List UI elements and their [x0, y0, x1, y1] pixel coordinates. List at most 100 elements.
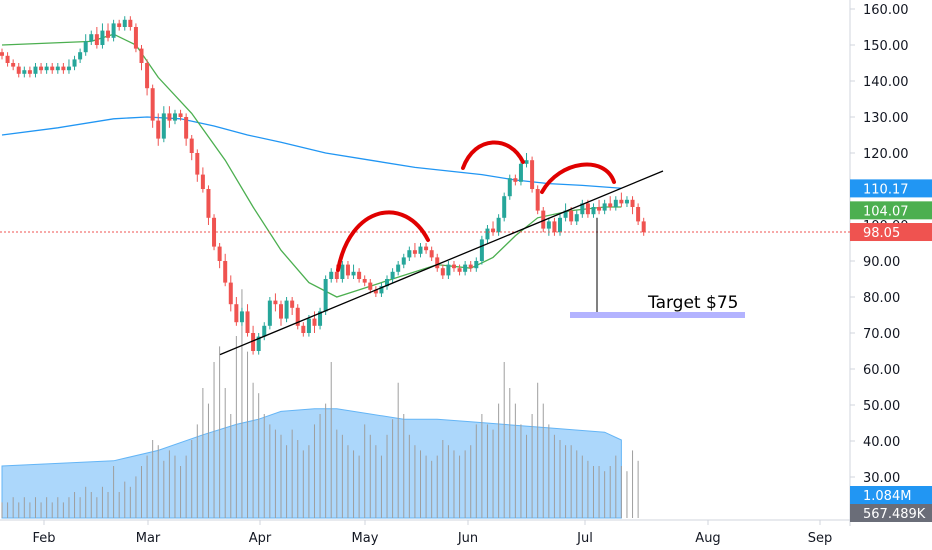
ascending-trendline [219, 170, 664, 356]
candle-body [569, 210, 574, 222]
candle-body [318, 311, 323, 326]
candle-body [385, 279, 390, 287]
candle-body [61, 66, 66, 71]
candle-body [290, 300, 295, 308]
price-tick-label: 140.00 [863, 75, 909, 90]
candle-body [228, 282, 233, 305]
target-zone [570, 312, 745, 318]
candle-body [390, 271, 395, 279]
candle-body [351, 271, 356, 276]
candle-body [150, 88, 155, 121]
candle-body [345, 264, 350, 276]
candle-body [94, 34, 99, 45]
candle-body [234, 304, 239, 323]
candle-body [502, 196, 507, 218]
candle-body [435, 257, 440, 269]
candle-body [585, 203, 590, 215]
right-shoulder-arc [540, 162, 616, 194]
candle-body [329, 271, 334, 279]
candle-body [133, 27, 138, 49]
head-arc [461, 140, 525, 170]
candle-body [624, 199, 629, 204]
ma-long-line [1, 116, 622, 189]
candle-body [446, 264, 451, 276]
candle-body [156, 120, 161, 139]
price-badge-label: 567.489K [863, 507, 926, 522]
candle-body [212, 217, 217, 247]
candle-body [33, 66, 38, 74]
time-tick-label: Apr [249, 531, 272, 546]
candle-body [379, 286, 384, 294]
ma-short-line [1, 33, 622, 298]
volume-ma-area [1, 408, 622, 519]
candle-body [117, 23, 122, 27]
candle-body [306, 318, 311, 333]
price-badge [850, 486, 932, 504]
candle-body [223, 261, 228, 283]
price-badge [850, 223, 932, 242]
candle-body [167, 113, 172, 121]
candle-body [474, 261, 479, 269]
candle-body [518, 163, 523, 182]
candle-body [262, 325, 267, 337]
candle-body [239, 311, 244, 323]
candle-body [485, 228, 490, 240]
candle-body [111, 23, 116, 38]
candle-body [546, 221, 551, 229]
candle-body [396, 264, 401, 272]
candle-body [513, 178, 518, 182]
candle-body [145, 63, 150, 89]
time-tick-label: Jul [576, 531, 593, 546]
candle-body [83, 41, 88, 53]
candle-body [66, 66, 71, 71]
time-tick-label: Sep [808, 531, 833, 546]
candle-body [11, 63, 16, 67]
price-tick-label: 120.00 [863, 147, 909, 162]
time-tick-label: Feb [32, 531, 55, 546]
candle-body [50, 66, 55, 71]
price-tick-label: 160.00 [863, 3, 909, 18]
price-badge-label: 1.084M [863, 489, 911, 504]
candle-body [362, 279, 367, 283]
price-tick-label: 90.00 [863, 255, 900, 270]
candle-body [100, 30, 105, 45]
candle-body [39, 66, 44, 71]
price-tick-label: 80.00 [863, 291, 900, 306]
price-tick-label: 150.00 [863, 39, 909, 54]
target-label: Target $75 [647, 293, 738, 313]
candle-body [128, 19, 133, 27]
candle-body [312, 318, 317, 326]
time-tick-label: May [352, 531, 379, 546]
candle-body [373, 289, 378, 294]
candle-body [641, 221, 646, 233]
price-tick-label: 40.00 [863, 435, 900, 450]
candle-body [580, 203, 585, 215]
candle-body [597, 207, 602, 211]
price-tick-label: 70.00 [863, 327, 900, 342]
candle-body [496, 217, 501, 233]
candle-body [139, 48, 144, 63]
candle-body [78, 52, 83, 60]
candle-body [5, 55, 10, 63]
candle-body [429, 250, 434, 258]
price-badge-label: 110.17 [863, 182, 909, 197]
candle-body [206, 189, 211, 218]
candle-body [412, 250, 417, 254]
candle-body [530, 160, 535, 189]
left-shoulder-arc [336, 210, 430, 272]
candle-body [457, 268, 462, 272]
candle-body [368, 282, 373, 290]
candle-body [535, 189, 540, 211]
candle-body [451, 264, 456, 269]
candle-body [334, 271, 339, 279]
candle-body [613, 199, 618, 207]
price-tick-label: 30.00 [863, 471, 900, 486]
candle-body [558, 217, 562, 233]
price-badge-label: 104.07 [863, 204, 909, 219]
candle-body [479, 239, 484, 261]
candle-body [574, 214, 579, 222]
candle-body [295, 307, 300, 326]
candle-body [44, 66, 49, 71]
